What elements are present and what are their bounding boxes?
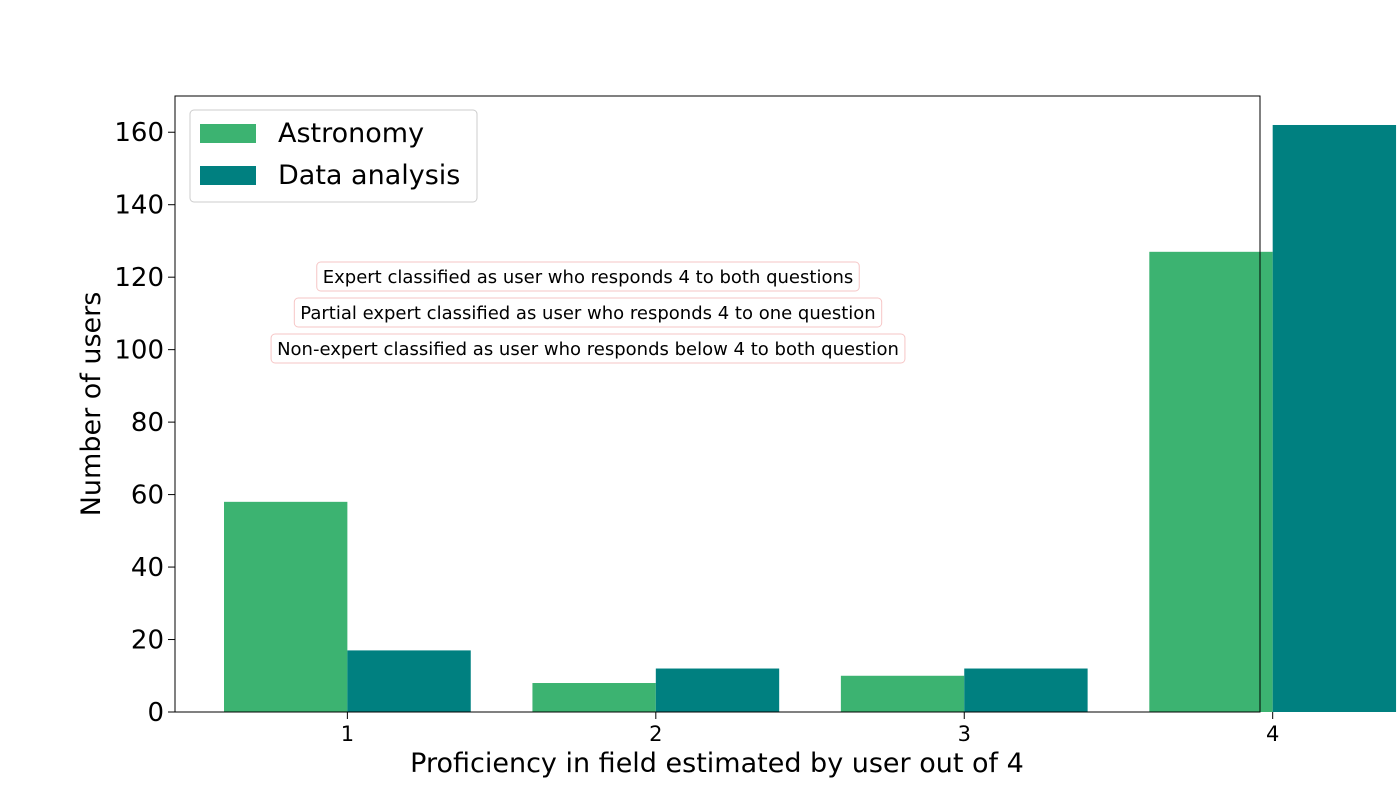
y-tick-label: 60 [131,481,164,511]
bar-data-analysis-2 [655,668,780,712]
bar-astronomy-4 [1149,251,1273,712]
y-tick-label: 0 [147,698,164,728]
bar-astronomy-1 [224,501,348,712]
annotation-box [316,261,860,292]
x-tick-label: 1 [341,722,354,746]
y-tick-label: 20 [131,626,164,656]
legend-swatch [200,124,256,143]
legend-label: Data analysis [278,160,460,191]
y-tick-label: 160 [114,118,164,148]
annotation-box [293,297,883,328]
x-tick-label: 3 [958,722,971,746]
annotation-box [270,333,906,364]
annotation-text: Partial expert classified as user who re… [300,303,875,324]
x-tick-label: 2 [649,722,662,746]
legend-frame [189,109,478,203]
x-axis: 1 2 3 4 [341,712,1279,746]
y-tick-label: 100 [114,336,164,366]
bar-astronomy-2 [532,683,656,712]
bars-group [224,124,1397,713]
annotation-group: Expert classified as user who responds 4… [270,261,906,364]
y-axis: 0 20 40 60 80 100 120 140 160 [114,118,175,728]
x-axis-label: Proficiency in field estimated by user o… [410,748,1024,779]
y-tick-label: 140 [114,191,164,221]
y-tick-label: 80 [131,408,164,438]
annotation-text: Non-expert classified as user who respon… [277,339,899,360]
y-axis-label: Number of users [76,292,107,517]
y-tick-label: 120 [114,263,164,293]
bar-astronomy-3 [840,675,965,712]
legend-swatch [200,166,256,185]
legend-label: Astronomy [278,118,424,149]
bar-data-analysis-1 [347,650,471,712]
annotation-text: Expert classified as user who responds 4… [323,267,854,288]
bar-data-analysis-3 [964,668,1088,712]
x-tick-label: 4 [1266,722,1279,746]
bar-data-analysis-4 [1272,124,1397,713]
plot-frame [174,95,1261,713]
y-tick-label: 40 [131,553,164,583]
legend: Astronomy Data analysis [189,109,478,203]
